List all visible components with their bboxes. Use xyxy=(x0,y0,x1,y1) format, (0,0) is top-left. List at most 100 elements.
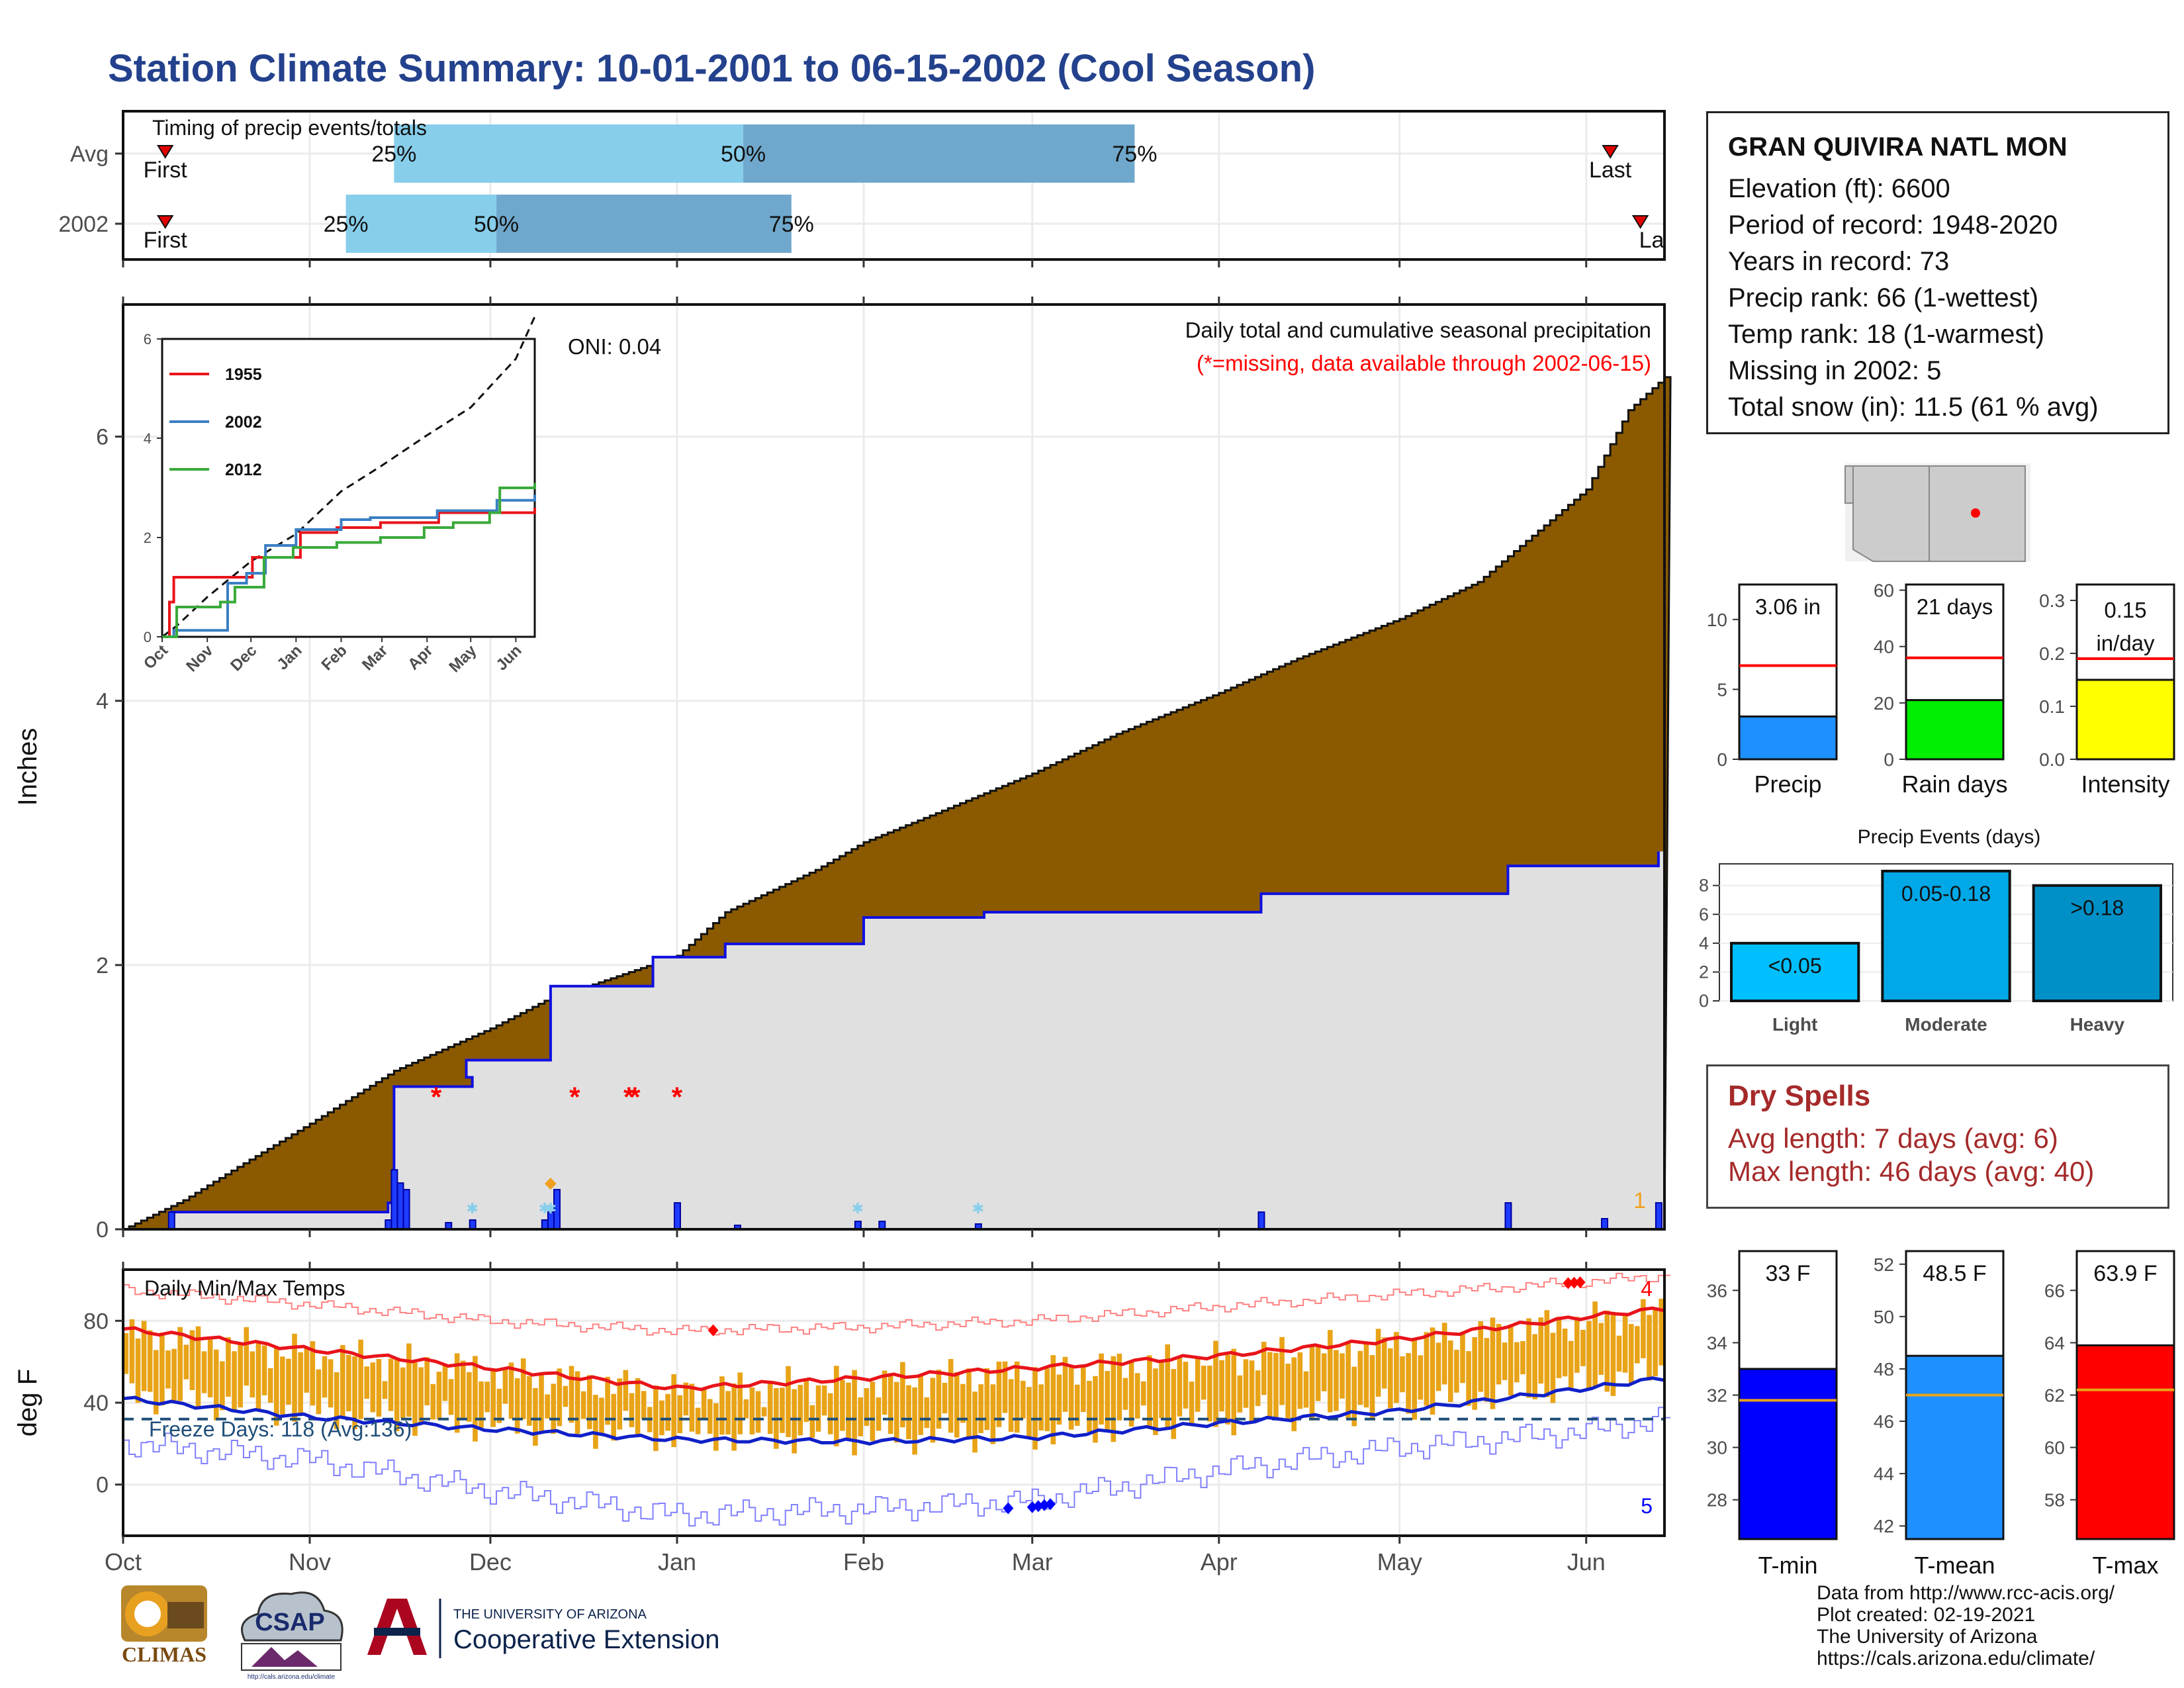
daily-temp-bar xyxy=(1441,1323,1447,1385)
daily-temp-bar xyxy=(183,1344,189,1380)
daily-temp-bar xyxy=(502,1368,508,1404)
daily-precip-bar xyxy=(1504,1202,1512,1230)
tstat-value-label: 33 F xyxy=(1765,1261,1810,1286)
daily-temp-bar xyxy=(159,1333,165,1406)
stat-value-label: 21 days xyxy=(1917,594,1993,619)
daily-temp-bar xyxy=(533,1387,538,1446)
daily-temp-bar xyxy=(786,1366,791,1437)
daily-temp-bar xyxy=(388,1358,394,1411)
tmin-avg-line xyxy=(122,1376,1665,1446)
csap-url: http://cals.arizona.edu/climate xyxy=(248,1673,336,1680)
daily-temp-bar xyxy=(1616,1335,1622,1372)
daily-temp-bar xyxy=(1659,1298,1664,1366)
daily-temp-bar xyxy=(508,1362,514,1419)
daily-temp-bar xyxy=(496,1388,502,1423)
daily-temp-bar xyxy=(322,1356,328,1398)
daily-temp-bar xyxy=(195,1326,201,1407)
station-years: Years in record: 73 xyxy=(1728,247,1950,276)
events-category-label: Moderate xyxy=(1905,1014,1987,1035)
stat-ytick-label: 0 xyxy=(1717,749,1727,770)
daily-temp-bar xyxy=(551,1383,557,1434)
daily-temp-bar xyxy=(887,1373,893,1434)
daily-temp-bar xyxy=(821,1385,827,1416)
daily-temp-bar xyxy=(424,1357,430,1405)
daily-temp-bar xyxy=(1183,1362,1189,1409)
tstat-category-label: T-mean xyxy=(1914,1552,1995,1579)
daily-temp-bar xyxy=(1388,1348,1393,1409)
timing-q50-q75-bar xyxy=(743,124,1135,183)
tstat-ytick-label: 52 xyxy=(1874,1254,1894,1275)
tstat-ytick-label: 42 xyxy=(1874,1516,1894,1536)
map-state-west xyxy=(1844,465,1854,504)
daily-temp-bar xyxy=(1400,1356,1405,1393)
daily-precip-bar xyxy=(385,1219,392,1231)
stat-category-label: Precip xyxy=(1754,771,1821,798)
stat-ytick-label: 40 xyxy=(1874,637,1894,657)
inset-series-line xyxy=(162,494,536,638)
missing-marker: * xyxy=(569,1081,580,1112)
timing-title: Timing of precip events/totals xyxy=(152,116,427,140)
precip-events: Precip Events (days) 0 2 4 6 8 <0.05 Light 0.05-… xyxy=(1699,826,2173,1035)
stat-ytick-label: 0.1 xyxy=(2039,696,2065,717)
daily-temp-bar xyxy=(1520,1340,1525,1375)
daily-temp-bar xyxy=(900,1362,905,1428)
daily-temp-bar xyxy=(1514,1342,1520,1383)
daily-temp-bar xyxy=(1430,1327,1435,1415)
daily-temp-bar xyxy=(1159,1359,1164,1419)
daily-temp-bar xyxy=(1189,1382,1195,1424)
stat-ytick-label: 0 xyxy=(1884,749,1894,770)
events-bar-label: >0.18 xyxy=(2070,896,2124,920)
daily-temp-bar xyxy=(1351,1366,1357,1427)
daily-temp-bar xyxy=(1435,1342,1441,1391)
daily-temp-bar xyxy=(412,1362,418,1436)
daily-temp-bar xyxy=(1099,1353,1104,1425)
daily-temp-bar xyxy=(1381,1337,1387,1389)
inset-xtick-label: Dec xyxy=(227,641,260,675)
daily-temp-bar xyxy=(527,1376,532,1426)
daily-temp-bar xyxy=(864,1388,870,1427)
daily-temp-bar xyxy=(226,1337,231,1397)
daily-temp-bar xyxy=(996,1361,1002,1427)
daily-temp-bar xyxy=(629,1393,635,1427)
timing-row-label: Avg xyxy=(70,142,109,167)
events-bar xyxy=(1730,941,1860,1003)
inset-ytick-label: 6 xyxy=(144,331,152,348)
daily-temp-bar xyxy=(316,1369,322,1415)
timing-q75-label: 75% xyxy=(1112,142,1157,167)
daily-temp-bar xyxy=(1556,1317,1562,1378)
daily-temp-bar xyxy=(1412,1338,1417,1420)
daily-temp-bar xyxy=(1122,1378,1128,1410)
ua-extension-logo: THE UNIVERSITY OF ARIZONA Cooperative Ex… xyxy=(367,1599,719,1658)
daily-temp-bar xyxy=(261,1345,267,1395)
tstat-ytick-label: 66 xyxy=(2044,1280,2065,1301)
daily-temp-bar xyxy=(539,1372,544,1431)
daily-temp-bar xyxy=(460,1360,466,1419)
daily-temp-bar xyxy=(1466,1351,1471,1406)
inset-legend-label: 2012 xyxy=(225,461,262,479)
inset-xtick-label: Jun xyxy=(492,641,525,674)
freeze-days-label: Freeze Days: 118 (Avg:136) xyxy=(149,1417,412,1441)
daily-temp-bar xyxy=(852,1370,857,1456)
daily-temp-bar xyxy=(1472,1336,1477,1410)
tstat-ytick-label: 36 xyxy=(1707,1280,1727,1301)
tstat-ytick-label: 28 xyxy=(1707,1490,1727,1511)
record-high-marker xyxy=(1563,1277,1574,1289)
precip-ytick-label: 6 xyxy=(96,425,109,450)
daily-temp-bar xyxy=(1201,1366,1206,1400)
events-ytick-label: 2 xyxy=(1699,962,1709,982)
daily-temp-bar xyxy=(1635,1326,1640,1364)
daily-temp-bar xyxy=(1622,1315,1628,1373)
tmax-avg-line xyxy=(122,1306,1665,1391)
timing-last-marker xyxy=(1631,215,1649,229)
daily-temp-bar xyxy=(1062,1356,1068,1412)
daily-temp-bar xyxy=(1363,1342,1369,1408)
daily-temp-bar xyxy=(1153,1368,1158,1435)
daily-temp-bar xyxy=(123,1333,129,1374)
daily-temp-bar xyxy=(671,1374,676,1448)
daily-temp-bar xyxy=(280,1356,285,1415)
stat-ytick-label: 0.0 xyxy=(2039,749,2065,770)
climas-logo: CLIMAS xyxy=(121,1585,207,1666)
daily-temp-bar xyxy=(1231,1348,1237,1436)
daily-temp-bar xyxy=(473,1356,478,1442)
precip-ytick-label: 2 xyxy=(96,953,109,978)
